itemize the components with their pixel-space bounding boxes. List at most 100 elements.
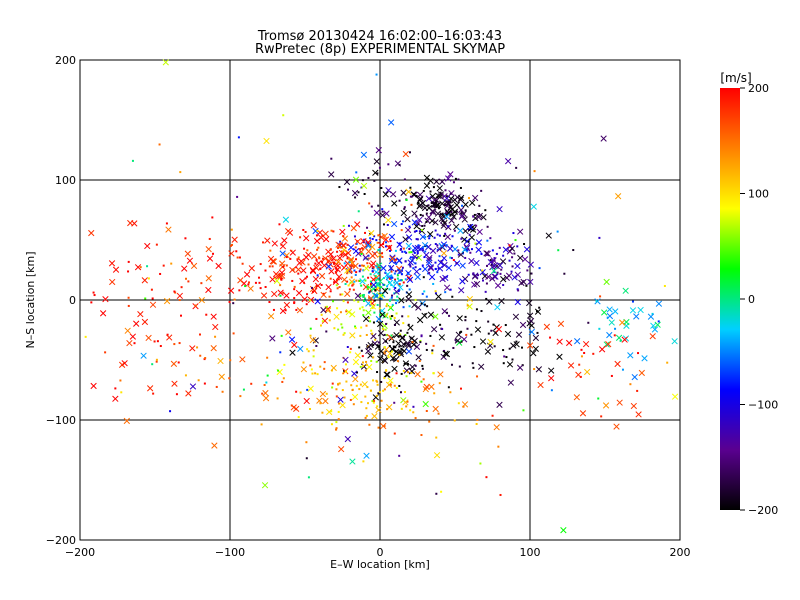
data-point-x	[383, 371, 390, 378]
data-point-x	[166, 334, 173, 341]
data-point-x	[318, 272, 326, 280]
data-point-dot	[376, 172, 379, 175]
data-point-dot	[433, 236, 436, 239]
data-point-dot	[515, 340, 518, 343]
data-point-x	[601, 309, 608, 316]
data-point-dot	[392, 345, 395, 348]
data-point-dot	[214, 335, 217, 338]
data-point-dot	[401, 315, 404, 318]
data-point-dot	[432, 344, 435, 347]
data-point-dot	[415, 215, 418, 218]
data-point-dot	[449, 256, 452, 259]
data-point-x	[263, 137, 270, 145]
data-point-dot	[390, 274, 393, 277]
data-point-dot	[361, 294, 364, 297]
data-point-x	[437, 191, 445, 198]
data-point-dot	[428, 237, 431, 240]
x-axis-ticks: −200 −100 0 100 200	[65, 60, 691, 559]
data-point-x	[271, 240, 278, 247]
data-point-dot	[420, 380, 423, 383]
data-point-x	[457, 227, 464, 234]
data-point-x	[475, 246, 482, 253]
data-point-dot	[412, 267, 415, 270]
data-point-dot	[196, 346, 199, 349]
data-point-x	[351, 370, 358, 377]
data-point-dot	[152, 392, 155, 395]
data-point-dot	[173, 290, 176, 293]
data-point-dot	[159, 345, 162, 348]
data-point-dot	[395, 299, 398, 302]
data-point-x	[370, 260, 377, 267]
data-point-dot	[398, 242, 401, 245]
data-point-dot	[389, 247, 392, 250]
data-point-dot	[90, 301, 93, 304]
data-point-dot	[484, 290, 487, 293]
data-point-x	[512, 313, 520, 320]
data-point-dot	[330, 229, 333, 232]
data-point-dot	[378, 248, 381, 251]
data-point-dot	[401, 266, 404, 269]
data-point-dot	[393, 292, 396, 295]
data-point-dot	[381, 252, 384, 255]
data-point-dot	[610, 374, 613, 377]
data-point-dot	[282, 265, 285, 268]
data-point-x	[186, 257, 194, 264]
data-point-dot	[416, 257, 419, 260]
data-point-dot	[284, 309, 287, 312]
data-point-dot	[421, 225, 424, 228]
data-point-x	[413, 223, 420, 230]
data-point-x	[328, 268, 335, 275]
data-point-x	[231, 236, 238, 243]
data-point-dot	[409, 186, 412, 189]
data-point-dot	[346, 345, 349, 348]
data-point-x	[316, 397, 323, 404]
data-point-x	[622, 287, 629, 294]
data-point-dot	[368, 423, 371, 426]
data-point-x	[487, 338, 494, 346]
data-point-dot	[316, 373, 319, 376]
data-point-x	[371, 413, 378, 420]
data-point-dot	[387, 356, 390, 359]
data-point-x	[615, 334, 623, 341]
data-point-x	[447, 245, 454, 252]
data-point-dot	[390, 315, 393, 318]
data-point-dot	[339, 293, 342, 296]
colorbar-tick-label: 200	[748, 82, 769, 95]
data-point-dot	[486, 239, 489, 242]
data-point-dot	[374, 275, 377, 278]
data-point-dot	[417, 202, 420, 205]
colorbar-ticks: 200 100 0 −100 −200	[740, 82, 778, 517]
data-point-dot	[380, 186, 383, 189]
data-point-x	[369, 243, 376, 251]
data-point-dot	[538, 267, 541, 270]
data-point-dot	[385, 334, 388, 337]
data-point-x	[526, 299, 533, 307]
data-point-x	[405, 188, 412, 195]
data-point-dot	[373, 299, 376, 302]
data-point-x	[381, 232, 388, 240]
data-point-dot	[250, 382, 253, 385]
data-point-dot	[385, 241, 388, 244]
data-point-dot	[515, 275, 518, 278]
data-point-x	[454, 337, 461, 344]
data-point-dot	[451, 295, 454, 298]
data-point-dot	[385, 340, 388, 343]
data-point-dot	[349, 281, 352, 284]
data-point-x	[379, 311, 386, 318]
data-point-dot	[362, 295, 365, 298]
data-point-dot	[353, 299, 356, 302]
data-point-x	[430, 326, 438, 333]
data-point-dot	[336, 307, 339, 310]
data-point-dot	[400, 407, 403, 410]
data-point-dot	[408, 305, 411, 308]
data-point-dot	[471, 362, 474, 365]
data-point-x	[262, 395, 270, 402]
data-point-dot	[470, 248, 473, 251]
data-point-dot	[358, 346, 361, 349]
data-point-dot	[398, 345, 401, 348]
data-point-dot	[281, 380, 284, 383]
data-point-dot	[159, 272, 162, 275]
data-point-x	[118, 361, 126, 368]
data-point-dot	[399, 247, 402, 250]
data-point-dot	[428, 234, 431, 237]
